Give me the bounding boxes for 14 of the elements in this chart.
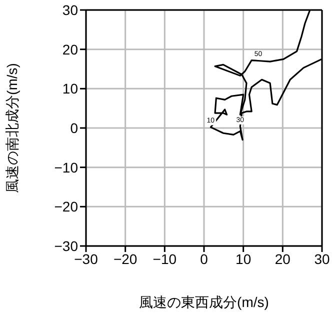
y-tick-label: 20 xyxy=(62,41,78,58)
x-tick-label: 10 xyxy=(236,250,252,267)
x-tick-label: −10 xyxy=(152,250,177,267)
y-tick-label: 10 xyxy=(62,80,78,97)
x-tick-label: 20 xyxy=(274,250,291,267)
y-tick-label: −20 xyxy=(54,198,78,215)
y-tick-label: −10 xyxy=(54,159,78,176)
x-tick-label: 0 xyxy=(200,250,208,267)
x-tick-label: −20 xyxy=(113,250,138,267)
x-axis-title: 風速の東西成分(m/s) xyxy=(139,294,269,310)
y-tick-label: 0 xyxy=(70,120,78,136)
y-tick-label: 30 xyxy=(62,2,78,18)
x-tick-label: 30 xyxy=(314,250,330,267)
y-axis-title: 風速の南北成分(m/s) xyxy=(4,63,20,193)
